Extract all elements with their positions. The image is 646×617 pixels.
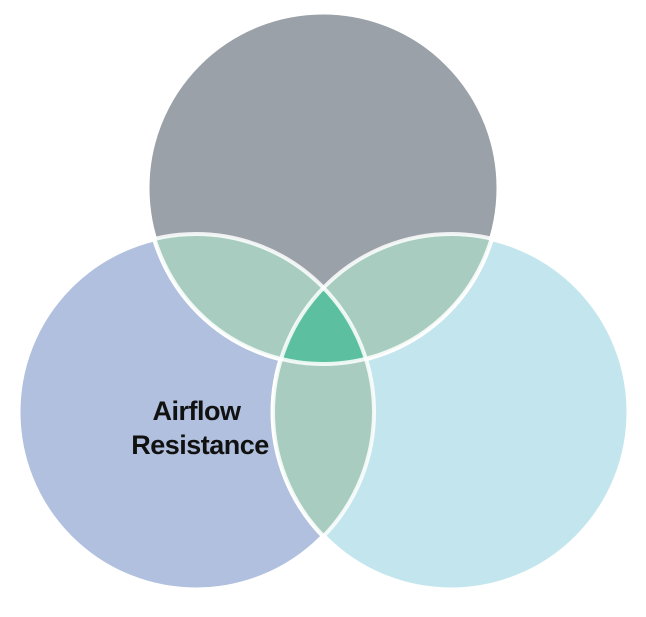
outline-right xyxy=(271,232,631,592)
overlap-top-right xyxy=(273,234,499,364)
outline-left xyxy=(16,232,376,592)
left-circle-label: Airflow Resistance xyxy=(131,396,269,460)
left-circle-label-line-1: Airflow xyxy=(152,396,241,426)
left-circle-label-line-2: Resistance xyxy=(131,430,269,460)
overlap-top-left xyxy=(147,234,374,364)
outline-top xyxy=(145,10,501,366)
